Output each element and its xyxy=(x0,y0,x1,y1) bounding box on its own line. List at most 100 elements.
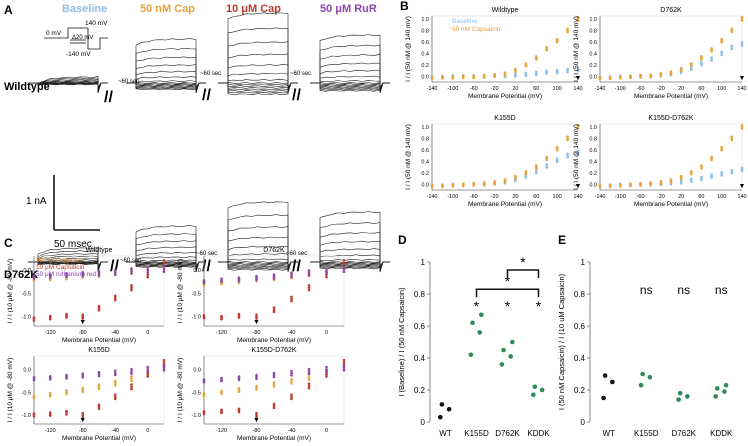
data-point xyxy=(618,183,622,186)
category-label: D762K xyxy=(495,429,520,438)
data-point xyxy=(290,374,293,377)
data-point xyxy=(48,411,52,414)
y-axis-label: I (50 nM Capsaicin) / I (10 uM Capsaicin… xyxy=(557,273,566,410)
y-tick-label: 0.8 xyxy=(421,28,429,34)
data-point xyxy=(307,271,311,275)
x-tick-label: 100 xyxy=(553,194,562,200)
protocol-bottom: -140 mV xyxy=(66,51,91,58)
x-tick-label: -120 xyxy=(45,428,56,434)
data-point xyxy=(272,308,276,311)
data-point xyxy=(720,37,724,41)
x-tick-label: -140 xyxy=(594,194,605,200)
x-axis-label: Membrane Potential (mV) xyxy=(237,435,311,442)
data-point xyxy=(130,370,133,373)
legend-capsaicin: 50 nM Capsaicin xyxy=(452,26,501,33)
data-point xyxy=(113,294,117,298)
data-point xyxy=(468,352,474,358)
y-tick-label: 1 xyxy=(581,258,586,267)
subplot-k155d: -140 -100 -60 -20 20 60 100 140 1.0 0.8 0.6 0.4 0.2 0… xyxy=(405,115,583,208)
data-point xyxy=(272,406,276,410)
data-point xyxy=(342,363,346,367)
y-tick-label: 0 xyxy=(421,418,426,427)
data-point xyxy=(272,404,276,408)
data-point xyxy=(629,182,632,186)
y-tick-label: -0.5 xyxy=(192,291,201,297)
panel-b: -140 -100 -60 -20 20 60 100 140 1.0 0.8 0.6 0.4 0.2 0… xyxy=(405,7,747,208)
scale-current-label: 1 nA xyxy=(26,196,47,207)
data-point xyxy=(290,271,293,274)
data-point xyxy=(272,273,276,276)
data-point xyxy=(255,276,258,280)
data-point xyxy=(740,15,744,19)
data-point xyxy=(97,306,101,310)
current-trace xyxy=(126,225,206,273)
y-tick-label: -1.0 xyxy=(192,315,201,321)
data-point xyxy=(202,391,206,395)
gap-label: ~60 sec xyxy=(118,79,139,85)
current-trace xyxy=(218,12,298,94)
subplot-k155d: -120 -80 -40 0 0.0 -0.5 -1.0 Membrane Potential… xyxy=(7,347,166,442)
gap-symbol: // xyxy=(292,258,301,275)
panel-e: 1 0.8 0.6 0.4 0.2 0 WT K155D D762K KDDK I (50 nM C… xyxy=(557,258,733,438)
data-point xyxy=(113,273,117,276)
data-point xyxy=(272,373,276,377)
x-tick-label: 100 xyxy=(717,86,726,92)
data-point xyxy=(130,269,133,273)
data-point xyxy=(325,368,328,371)
x-tick-label: -120 xyxy=(45,330,56,336)
data-point xyxy=(130,385,133,389)
data-point xyxy=(470,320,475,326)
reference-marker: ▼ xyxy=(253,319,260,326)
condition-baseline: Baseline xyxy=(62,3,107,15)
x-axis-label: Membrane Potential (mV) xyxy=(62,337,136,344)
data-point xyxy=(629,74,632,78)
data-point xyxy=(81,272,85,276)
data-point xyxy=(97,304,101,308)
data-point xyxy=(618,75,622,78)
data-point xyxy=(576,123,580,127)
data-point xyxy=(237,387,241,390)
x-axis-label: Membrane Potential (mV) xyxy=(237,337,311,344)
y-axis-label: I / I (50 nM @ 140 mV) xyxy=(573,124,580,190)
data-point xyxy=(255,278,258,282)
data-point xyxy=(290,295,293,299)
data-point xyxy=(255,411,258,415)
protocol-left: 0 mV xyxy=(46,30,62,37)
data-point xyxy=(81,315,85,318)
data-point xyxy=(307,382,311,385)
x-axis-label: Membrane Potential (mV) xyxy=(468,201,542,208)
data-point xyxy=(307,284,311,287)
data-point xyxy=(162,358,166,362)
data-point xyxy=(342,361,346,365)
x-tick-label: 20 xyxy=(512,86,518,92)
y-tick-label: 0.6 xyxy=(589,40,597,46)
data-point xyxy=(162,270,166,274)
y-axis-label: I / I (50 nM @ 140 mV) xyxy=(573,16,580,82)
condition-50nm-cap: 50 nM Cap xyxy=(140,3,195,15)
data-point xyxy=(503,71,507,75)
y-tick-label: 1.0 xyxy=(421,17,429,23)
data-point xyxy=(255,415,258,419)
data-point xyxy=(32,274,36,277)
data-point xyxy=(669,178,673,181)
data-point xyxy=(202,378,206,381)
data-point xyxy=(438,414,443,420)
data-point xyxy=(146,368,150,371)
data-point xyxy=(113,379,117,383)
data-point xyxy=(272,275,276,278)
data-point xyxy=(146,275,150,279)
data-point xyxy=(566,27,569,31)
data-point xyxy=(202,278,206,282)
data-point xyxy=(325,375,328,378)
data-point xyxy=(679,179,683,182)
legend-item: 50 nM Capsaicin xyxy=(36,257,85,264)
data-point xyxy=(638,382,644,388)
data-point xyxy=(576,149,580,153)
data-point xyxy=(255,377,258,380)
data-point xyxy=(555,68,559,72)
data-point xyxy=(220,314,223,318)
data-point xyxy=(220,277,223,281)
data-point xyxy=(608,183,612,187)
data-point xyxy=(685,394,690,399)
x-tick-label: 140 xyxy=(573,194,582,200)
